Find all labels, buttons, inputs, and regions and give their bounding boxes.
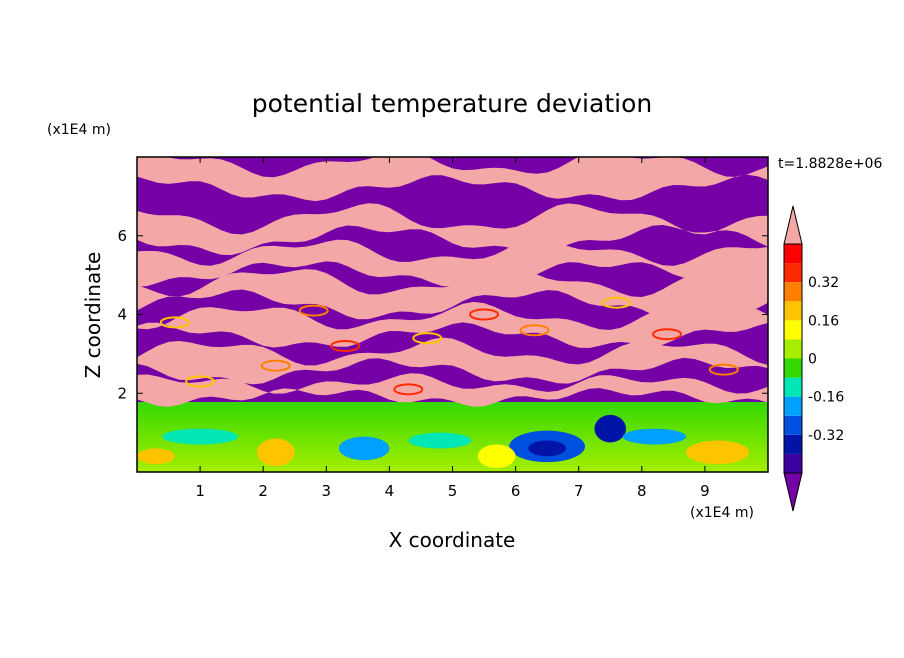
y-tick-label: 6 [117,227,127,245]
boundary-layer-structure [477,444,516,469]
colorbar-tick-label: -0.32 [808,428,844,444]
transition-spot [708,363,739,376]
boundary-layer-structure [256,438,295,467]
boundary-layer-structure [137,448,175,465]
colorbar-segment [784,282,802,302]
colorbar: -0.32 -0.16 0 0.16 0.32 [783,205,844,512]
boundary-layer-structures [137,414,750,469]
x-axis-label: X coordinate [389,528,516,552]
transition-spot [469,308,500,321]
warm-layers [137,157,768,407]
boundary-layer-structure [622,428,686,445]
warm-layer [137,237,768,287]
warm-layer [137,373,768,407]
chart-title: potential temperature deviation [252,89,652,118]
colorbar-segment [784,301,802,321]
colorbar-segment [784,244,802,264]
colorbar-segment [784,415,802,435]
x-tick-label: 5 [448,482,458,500]
transition-spot [159,316,190,329]
x-tick-label: 2 [258,482,268,500]
transition-spot [601,296,632,309]
x-tick-label: 6 [511,482,521,500]
y-tick-label: 2 [117,384,127,402]
y-axis-label: Z coordinate [81,252,105,379]
boundary-layer-structure [594,414,627,443]
transition-spot [652,328,683,341]
colorbar-segment [784,453,802,473]
transition-spot [393,383,424,396]
y-axis: 2 4 6 [117,227,768,402]
x-tick-label: 8 [637,482,647,500]
boundary-layer-structure [408,432,472,449]
x-unit-label: (x1E4 m) [690,505,754,521]
warm-layer [137,157,768,202]
boundary-layer-structure [162,428,238,445]
time-label: t=1.8828e+06 [778,156,882,172]
warm-layer [137,301,768,348]
colorbar-extend-min [783,472,803,512]
transition-spot [412,332,443,345]
transition-spot [519,324,550,337]
colorbar-tick-label: 0.32 [808,275,839,291]
colorbar-segment [784,358,802,378]
warm-layer [137,203,768,255]
colorbar-segment [784,377,802,397]
x-tick-label: 3 [322,482,332,500]
x-tick-label: 4 [385,482,395,500]
transition-spot [185,375,216,388]
y-tick-label: 4 [117,306,127,324]
colorbar-tick-label: 0 [808,352,817,368]
colorbar-extend-max [783,205,803,245]
warm-layer [137,337,768,385]
contour-field [137,157,768,472]
y-unit-label: (x1E4 m) [47,122,111,138]
x-tick-label: 7 [574,482,584,500]
warm-layer [137,264,768,320]
x-axis: 1 2 3 4 5 6 7 8 9 [195,157,710,500]
transition-spots [159,296,739,396]
colorbar-segment [784,396,802,416]
colorbar-segment [784,263,802,283]
boundary-layer-structure [528,440,567,457]
x-tick-label: 9 [700,482,710,500]
transition-spot [330,340,361,352]
transition-spot [260,359,291,372]
boundary-layer-structure [338,436,390,461]
colorbar-segment [784,339,802,359]
transition-spot [298,304,329,317]
colorbar-tick-label: -0.16 [808,390,844,406]
colorbar-segment [784,320,802,340]
colorbar-tick-label: 0.16 [808,313,839,329]
boundary-layer-structure [685,440,750,465]
colorbar-segment [784,434,802,454]
x-tick-label: 1 [195,482,205,500]
